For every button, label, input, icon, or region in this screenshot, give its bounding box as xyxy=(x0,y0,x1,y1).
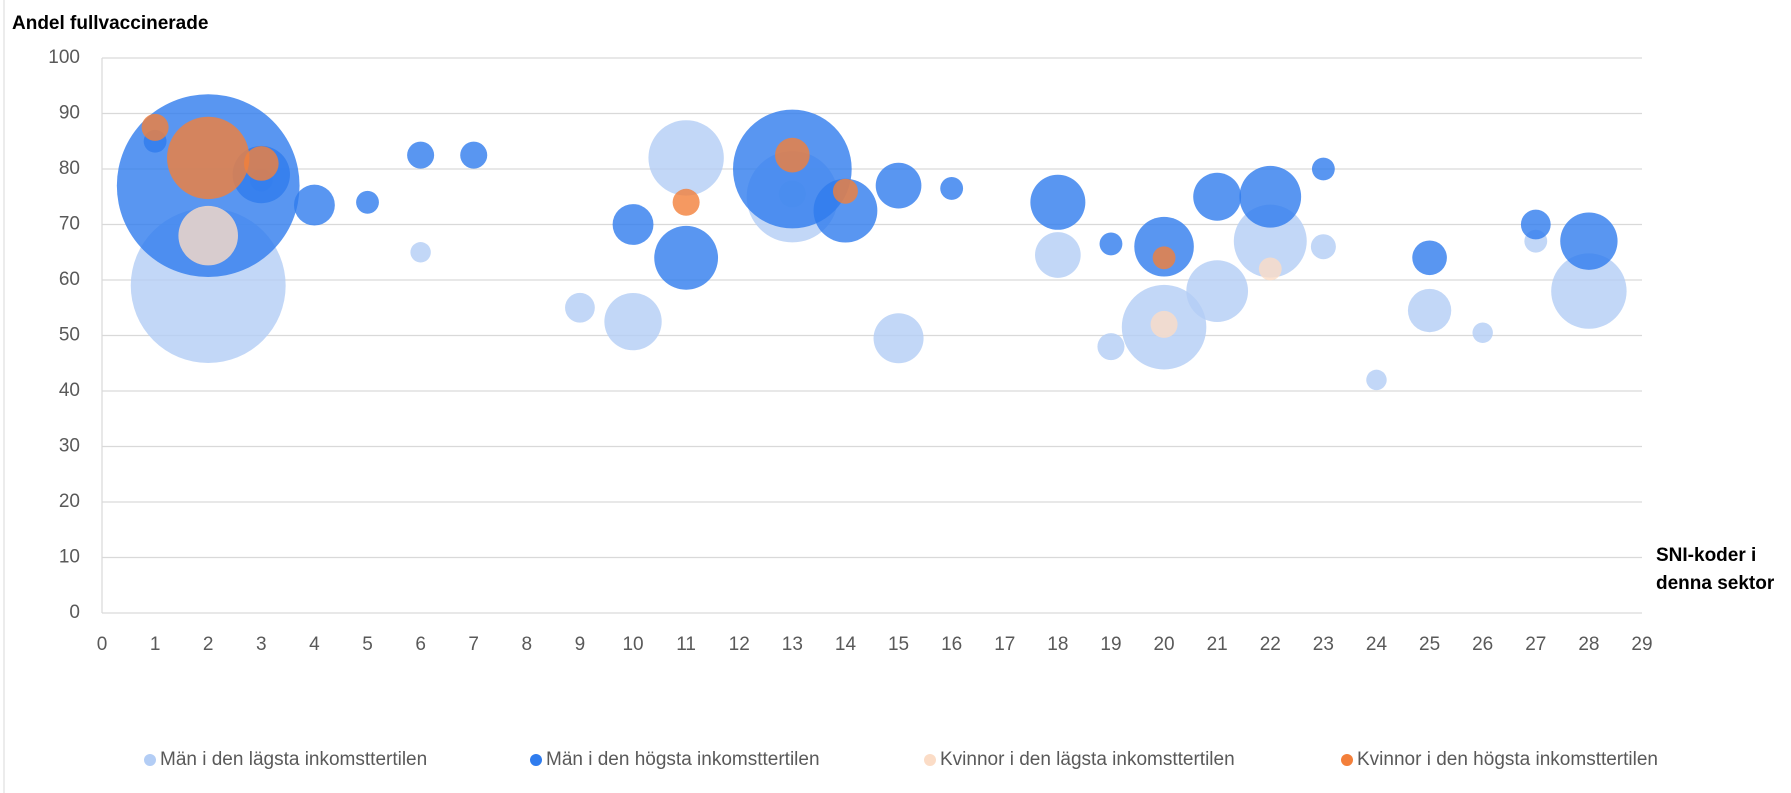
x-tick-label: 17 xyxy=(994,634,1015,655)
x-tick-label: 1 xyxy=(150,634,161,655)
bubble xyxy=(672,188,700,216)
x-tick-label: 28 xyxy=(1578,634,1599,655)
y-tick-label: 0 xyxy=(69,602,80,623)
bubble xyxy=(141,113,169,141)
bubble xyxy=(167,116,250,200)
legend-marker xyxy=(144,754,156,766)
bubble xyxy=(604,292,662,351)
bubble xyxy=(1560,212,1618,270)
bubble xyxy=(1412,240,1447,276)
x-tick-label: 10 xyxy=(622,634,643,655)
y-tick-label: 10 xyxy=(59,547,80,568)
bubble xyxy=(293,184,335,226)
x-tick-label: 21 xyxy=(1207,634,1228,655)
bubble xyxy=(654,225,719,290)
y-tick-label: 90 xyxy=(59,103,80,124)
x-tick-label: 11 xyxy=(676,634,696,655)
bubble xyxy=(648,120,724,196)
bubble xyxy=(940,177,964,200)
x-tick-label: 8 xyxy=(522,634,533,655)
y-tick-label: 50 xyxy=(59,325,80,346)
x-tick-label: 20 xyxy=(1153,634,1174,655)
bubble xyxy=(460,141,488,169)
bubble xyxy=(1258,257,1282,281)
y-tick-label: 100 xyxy=(48,47,80,68)
bubble xyxy=(1097,333,1125,361)
bubble xyxy=(1152,246,1176,270)
x-tick-label: 6 xyxy=(415,634,426,655)
bubble xyxy=(1310,234,1336,260)
x-tick-label: 13 xyxy=(782,634,803,655)
bubble xyxy=(407,141,435,169)
bubble xyxy=(178,205,238,266)
bubble xyxy=(1150,310,1178,338)
y-tick-label: 70 xyxy=(59,214,80,235)
legend-label: Kvinnor i den lägsta inkomsttertilen xyxy=(940,749,1235,770)
y-tick-label: 80 xyxy=(59,158,80,179)
bubble xyxy=(1551,253,1627,329)
x-tick-label: 27 xyxy=(1525,634,1546,655)
bubble xyxy=(1193,172,1242,221)
bubble xyxy=(1099,232,1123,256)
bubble xyxy=(1233,204,1307,278)
x-tick-label: 19 xyxy=(1100,634,1121,655)
x-tick-label: 9 xyxy=(575,634,586,655)
x-tick-label: 7 xyxy=(468,634,479,655)
bubble xyxy=(1311,157,1335,181)
bubble xyxy=(775,137,810,173)
y-axis-title: Andel fullvaccinerade xyxy=(12,13,208,34)
x-tick-label: 26 xyxy=(1472,634,1493,655)
y-tick-label: 60 xyxy=(59,269,80,290)
x-tick-label: 3 xyxy=(256,634,267,655)
legend-label: Män i den lägsta inkomsttertilen xyxy=(160,749,427,770)
bubble xyxy=(1472,322,1493,343)
bubble xyxy=(612,204,654,245)
bubble xyxy=(565,292,595,323)
bubble xyxy=(1407,288,1452,333)
x-tick-label: 16 xyxy=(941,634,962,655)
y-tick-label: 40 xyxy=(59,380,80,401)
x-tick-label: 24 xyxy=(1366,634,1388,655)
y-tick-label: 30 xyxy=(59,436,80,457)
bubble xyxy=(1030,174,1086,230)
bubble xyxy=(1366,369,1387,391)
bubble xyxy=(243,146,279,181)
x-tick-label: 18 xyxy=(1047,634,1068,655)
bubble xyxy=(1186,260,1249,322)
x-axis-title: denna sektor xyxy=(1656,573,1775,594)
legend-label: Män i den högsta inkomsttertilen xyxy=(546,749,820,770)
bubble xyxy=(875,162,922,209)
bubble xyxy=(410,242,431,263)
x-tick-label: 25 xyxy=(1419,634,1440,655)
bubble xyxy=(1520,209,1551,240)
x-tick-label: 14 xyxy=(835,634,857,655)
x-tick-label: 12 xyxy=(729,634,750,655)
legend-marker xyxy=(924,754,936,766)
x-tick-label: 22 xyxy=(1260,634,1281,655)
x-axis-title: SNI-koder i xyxy=(1656,545,1756,566)
legend-label: Kvinnor i den högsta inkomsttertilen xyxy=(1357,749,1658,770)
bubble xyxy=(813,178,878,243)
x-tick-label: 29 xyxy=(1631,634,1652,655)
x-tick-label: 2 xyxy=(203,634,214,655)
legend-marker xyxy=(530,754,542,766)
x-tick-label: 15 xyxy=(888,634,909,655)
x-tick-label: 4 xyxy=(309,634,320,655)
bubble xyxy=(1035,232,1081,278)
bubble xyxy=(832,178,858,204)
x-tick-label: 0 xyxy=(97,634,108,655)
bubble xyxy=(356,190,379,214)
x-tick-label: 5 xyxy=(362,634,373,655)
bubble xyxy=(873,313,924,364)
x-tick-label: 23 xyxy=(1313,634,1334,655)
y-tick-label: 20 xyxy=(59,491,80,512)
legend-marker xyxy=(1341,754,1353,766)
bubble xyxy=(1239,165,1302,228)
